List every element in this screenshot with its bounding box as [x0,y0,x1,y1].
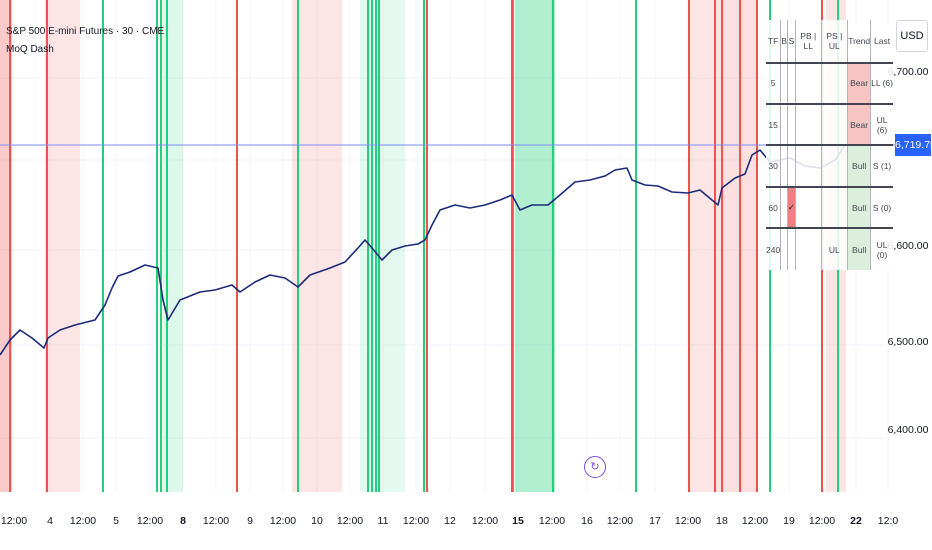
cell-trend: Bull [847,228,871,270]
header-b: B [780,20,788,63]
x-axis-label: 22 [850,515,862,527]
cell-pb [794,145,822,187]
y-axis-label: 6,700.00 [887,66,929,78]
cell-s [786,228,796,270]
x-axis-label: 12:00 [336,515,364,527]
x-axis-label: 17 [649,515,661,527]
header-ps: PS | UL [820,20,848,63]
cell-pb [794,228,822,270]
x-axis-label: 12:00 [402,515,430,527]
x-axis-label: 4 [47,515,53,527]
cell-b [780,103,788,146]
x-axis-label: 12:00 [538,515,566,527]
x-axis-label: 15 [512,515,524,527]
cell-s [786,145,796,187]
cell-tf: 30 [768,161,778,172]
x-axis-label: 10 [311,515,323,527]
cell-last: S (0) [870,186,893,229]
cell-tf: 5 [770,78,776,89]
cell-s [786,103,796,146]
cell-trend: Bear [847,103,871,146]
header-pb: PB | LL [794,20,822,63]
symbol-title: S&P 500 E-mini Futures · 30 · CME [6,26,165,37]
y-axis-label: 6,400.00 [887,424,929,436]
x-axis-label: 12:00 [471,515,499,527]
dashboard-row: 60 ✓ Bull S (0) [766,186,893,229]
x-axis-label: 18 [716,515,728,527]
cell-last: UL (6) [870,103,893,146]
x-axis-label: 12:00 [808,515,836,527]
x-axis-label: 12:00 [69,515,97,527]
x-axis-label: 12:00 [136,515,164,527]
header-trend: Trend [847,20,871,63]
header-last: Last [870,20,893,63]
cell-trend: Bull [847,145,871,187]
x-axis-label: 16 [581,515,593,527]
dashboard-row: 30 Bull S (1) [766,145,893,187]
x-axis-label: 12:00 [674,515,702,527]
cell-b [780,62,788,104]
last-price-label: 6,719.75 [895,134,932,156]
cell-ps: UL [820,228,848,270]
dashboard-row: 240 UL Bull UL (0) [766,228,893,270]
cell-ps [820,103,848,146]
x-axis-label: 12 [444,515,456,527]
x-axis-label: 5 [113,515,119,527]
cell-tf: 240 [766,244,781,255]
indicator-label[interactable]: MoQ Dash [6,44,54,55]
cell-trend: Bear [847,62,871,104]
cell-last: LL (6) [870,62,893,104]
x-axis-label: 12:00 [269,515,297,527]
cell-pb [794,103,822,146]
x-axis-label: 8 [180,515,186,527]
cell-ps [820,186,848,229]
header-s: S [786,20,796,63]
x-axis-label: 12:00 [202,515,230,527]
cell-ps [820,62,848,104]
cell-last: UL (0) [870,228,893,270]
dashboard-row: 5 Bear LL (6) [766,62,893,104]
dashboard-header-row: TF B S PB | LL PS | UL Trend Last [766,20,893,63]
x-axis-label: 9 [247,515,253,527]
cell-tf: 15 [768,119,778,130]
x-axis-label: 12:00 [741,515,769,527]
x-axis-label: 11 [377,515,389,527]
signal-band [360,0,405,492]
cell-tf: 60 [768,202,778,213]
moq-dashboard-table: TF B S PB | LL PS | UL Trend Last 5 Bear… [766,20,893,270]
signal-band [515,0,555,492]
cell-pb [794,62,822,104]
cell-trend: Bull [847,186,871,229]
price-series [0,143,852,356]
signal-band [45,0,80,492]
header-tf: TF [767,35,779,46]
dashboard-row: 15 Bear UL (6) [766,103,893,146]
cell-b [780,145,788,187]
cell-last: S (1) [870,145,893,187]
x-axis-label: 12:0 [877,515,899,527]
cell-s: ✓ [786,186,796,229]
cell-s [786,62,796,104]
cell-ps [820,145,848,187]
cell-b [780,228,788,270]
replay-icon[interactable]: ↻ [584,456,606,478]
x-axis-label: 12:00 [0,515,28,527]
cell-pb [794,186,822,229]
x-axis-label: 12:00 [606,515,634,527]
y-axis-label: 6,500.00 [887,336,929,348]
currency-button[interactable]: USD [896,20,928,52]
y-axis-label: 6,600.00 [887,240,929,252]
cell-b [780,186,788,229]
signal-band [292,0,342,492]
x-axis-label: 19 [783,515,795,527]
